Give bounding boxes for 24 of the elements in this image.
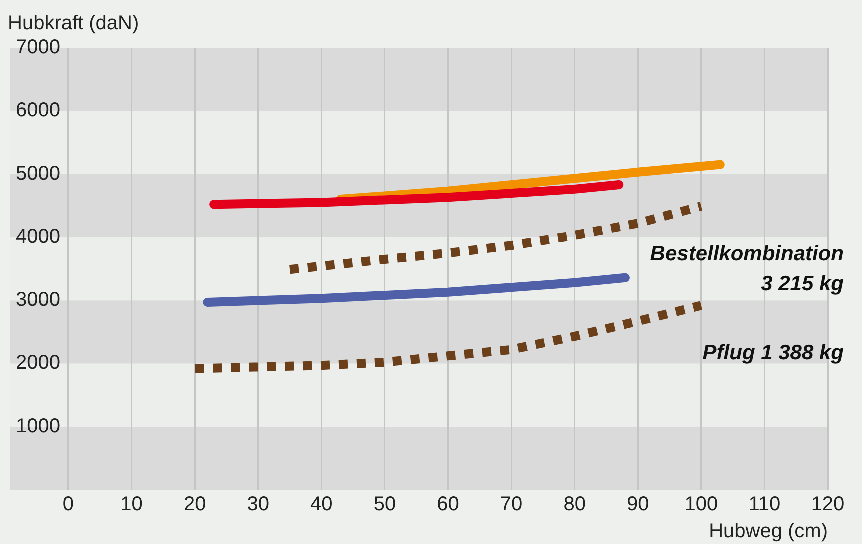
y-tick-label: 5000 — [16, 162, 60, 185]
y-tick-label: 4000 — [16, 226, 60, 248]
x-tick-label: 120 — [811, 494, 845, 516]
x-tick-label: 70 — [500, 494, 523, 516]
x-tick-label: 60 — [437, 494, 460, 516]
x-tick-label: 80 — [564, 494, 586, 516]
y-tick-label: 1000 — [16, 415, 60, 438]
series-label: Pflug 1 388 kg — [702, 341, 844, 364]
y-tick-label: 6000 — [16, 100, 60, 122]
x-tick-label: 90 — [627, 494, 650, 516]
y-axis-title: Hubkraft (daN) — [8, 12, 140, 35]
y-tick-label: 2000 — [16, 352, 60, 374]
y-tick-label: 7000 — [16, 36, 60, 59]
x-tick-label: 20 — [184, 494, 206, 516]
x-tick-label: 10 — [120, 494, 143, 516]
x-tick-label: 0 — [62, 494, 74, 516]
x-tick-label: 30 — [247, 494, 270, 516]
y-tick-label: 3000 — [16, 289, 60, 312]
x-tick-label: 40 — [310, 494, 333, 516]
series-label: Bestellkombination 3 215 kg — [650, 242, 844, 296]
x-axis-title: Hubweg (cm) — [709, 520, 828, 543]
x-tick-label: 110 — [748, 494, 781, 516]
x-tick-label: 100 — [684, 494, 718, 516]
x-tick-label: 50 — [374, 494, 396, 516]
